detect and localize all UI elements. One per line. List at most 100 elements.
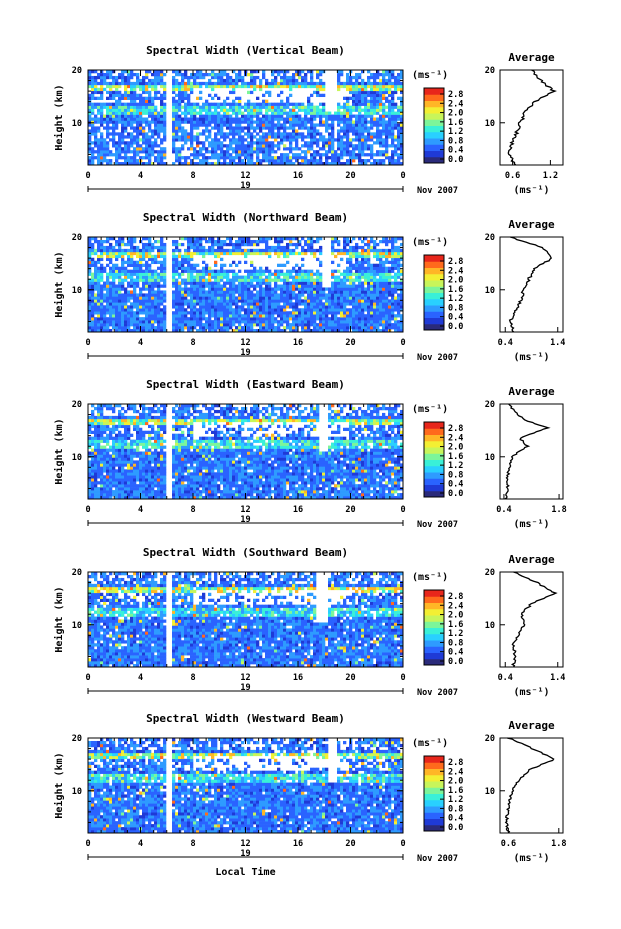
colorbar-segment — [424, 640, 444, 647]
panel-4: Spectral Width (Southward Beam) 20 10 Heigh… — [53, 546, 565, 698]
avg-y-tick-label: 20 — [485, 734, 495, 744]
x-tick-label: 0 — [85, 505, 90, 515]
day-label: 19 — [240, 181, 250, 191]
colorbar-tick-label: 2.4 — [448, 99, 463, 109]
avg-title: Average — [508, 719, 555, 732]
colorbar-tick-label: 2.8 — [448, 257, 463, 267]
avg-line — [511, 571, 558, 668]
avg-line — [504, 737, 555, 834]
y-axis-label: Height (km) — [53, 418, 65, 484]
colorbar-tick-label: 0.8 — [448, 303, 463, 313]
colorbar-segment — [424, 267, 444, 275]
colorbar-tick-label: 2.0 — [448, 611, 463, 621]
average-profile: Average 20 10 0.6 1.8(ms⁻¹) — [485, 719, 567, 864]
y-tick-label: 20 — [72, 568, 82, 578]
colorbar-segment — [424, 273, 444, 281]
x-tick-label: 8 — [190, 673, 195, 683]
colorbar-tick-label: 1.2 — [448, 629, 463, 639]
avg-line — [504, 403, 551, 500]
heatmap — [88, 738, 404, 834]
colorbar-frame — [423, 755, 445, 832]
avg-x-tick-label: 0.4 — [498, 673, 513, 683]
x-tick-label: 0 — [400, 338, 405, 348]
colorbar-tick-label: 2.8 — [448, 424, 463, 434]
day-label: 19 — [240, 849, 250, 859]
colorbar-segment — [424, 787, 444, 794]
avg-y-tick-label: 20 — [485, 66, 495, 76]
colorbar-segment — [424, 261, 444, 268]
colorbar-segment — [424, 453, 444, 460]
colorbar-segment — [424, 286, 444, 293]
x-tick-label: 4 — [138, 505, 143, 515]
avg-x-tick-label: 0.6 — [501, 839, 516, 849]
avg-x-axis-label: (ms⁻¹) — [513, 853, 549, 864]
avg-x-axis-label: (ms⁻¹) — [513, 352, 549, 363]
x-tick-label: 4 — [138, 171, 143, 181]
x-tick-label: 16 — [293, 338, 303, 348]
y-axis-label: Height (km) — [53, 84, 65, 150]
average-profile: Average 20 10 0.6 1.2 (ms⁻¹) — [485, 51, 564, 196]
date-label: Nov 2007 — [417, 854, 458, 864]
avg-y-tick-label: 10 — [485, 621, 495, 631]
heatmap — [88, 237, 404, 333]
colorbar-segment — [424, 150, 444, 158]
colorbar: (ms⁻¹)2.82.42.01.61.20.80.40.0 — [412, 237, 463, 332]
colorbar-unit: (ms⁻¹) — [412, 738, 448, 749]
colorbar-segment — [424, 144, 444, 151]
avg-frame — [499, 403, 564, 500]
colorbar-tick-label: 0.8 — [448, 638, 463, 648]
x-tick-label: 0 — [400, 171, 405, 181]
panel-title: Spectral Width (Northward Beam) — [143, 211, 348, 224]
colorbar-segment — [424, 156, 444, 164]
colorbar-segment — [424, 762, 444, 769]
colorbar: (ms⁻¹)2.82.42.01.61.20.80.40.0 — [412, 572, 463, 667]
x-tick-label: 0 — [400, 505, 405, 515]
colorbar-segment — [424, 768, 444, 776]
x-tick-label: 16 — [293, 673, 303, 683]
avg-y-tick-label: 20 — [485, 568, 495, 578]
panel-title: Spectral Width (Vertical Beam) — [146, 44, 345, 57]
colorbar-tick-label: 0.8 — [448, 136, 463, 146]
x-tick-label: 12 — [240, 839, 250, 849]
colorbar-tick-label: 1.6 — [448, 452, 463, 462]
colorbar-frame — [423, 87, 445, 164]
colorbar-segment — [424, 255, 444, 262]
y-tick-label: 20 — [72, 66, 82, 76]
y-axis-label: Height (km) — [53, 586, 65, 652]
avg-y-tick-label: 20 — [485, 400, 495, 410]
avg-y-tick-label: 10 — [485, 119, 495, 129]
colorbar-tick-label: 1.2 — [448, 127, 463, 137]
colorbar-segment — [424, 280, 444, 287]
colorbar-segment — [424, 627, 444, 635]
colorbar-segment — [424, 615, 444, 622]
colorbar-tick-label: 0.4 — [448, 814, 463, 824]
avg-x-tick-label: 1.8 — [551, 839, 566, 849]
colorbar-tick-label: 2.0 — [448, 777, 463, 787]
colorbar-segment — [424, 590, 444, 597]
avg-line — [508, 236, 552, 333]
x-tick-label: 20 — [345, 673, 355, 683]
colorbar-segment — [424, 602, 444, 610]
colorbar-segment — [424, 119, 444, 126]
colorbar-segment — [424, 106, 444, 114]
colorbar-tick-label: 0.0 — [448, 155, 463, 165]
colorbar-segment — [424, 652, 444, 660]
colorbar-segment — [424, 113, 444, 120]
colorbar-tick-label: 1.6 — [448, 285, 463, 295]
x-tick-label: 4 — [138, 839, 143, 849]
colorbar-segment — [424, 465, 444, 473]
colorbar-tick-label: 1.2 — [448, 294, 463, 304]
x-axis-label: Local Time — [215, 866, 275, 878]
colorbar-tick-label: 1.2 — [448, 795, 463, 805]
avg-frame — [499, 69, 564, 166]
colorbar-tick-label: 2.4 — [448, 601, 463, 611]
colorbar-frame — [423, 589, 445, 666]
average-profile: Average 20 10 0.4 1.8(ms⁻¹) — [485, 385, 567, 530]
colorbar-unit: (ms⁻¹) — [412, 237, 448, 248]
colorbar-unit: (ms⁻¹) — [412, 404, 448, 415]
avg-y-tick-label: 10 — [485, 787, 495, 797]
colorbar-segment — [424, 447, 444, 454]
colorbar-segment — [424, 824, 444, 832]
avg-title: Average — [508, 553, 555, 566]
y-tick-label: 10 — [72, 119, 82, 129]
